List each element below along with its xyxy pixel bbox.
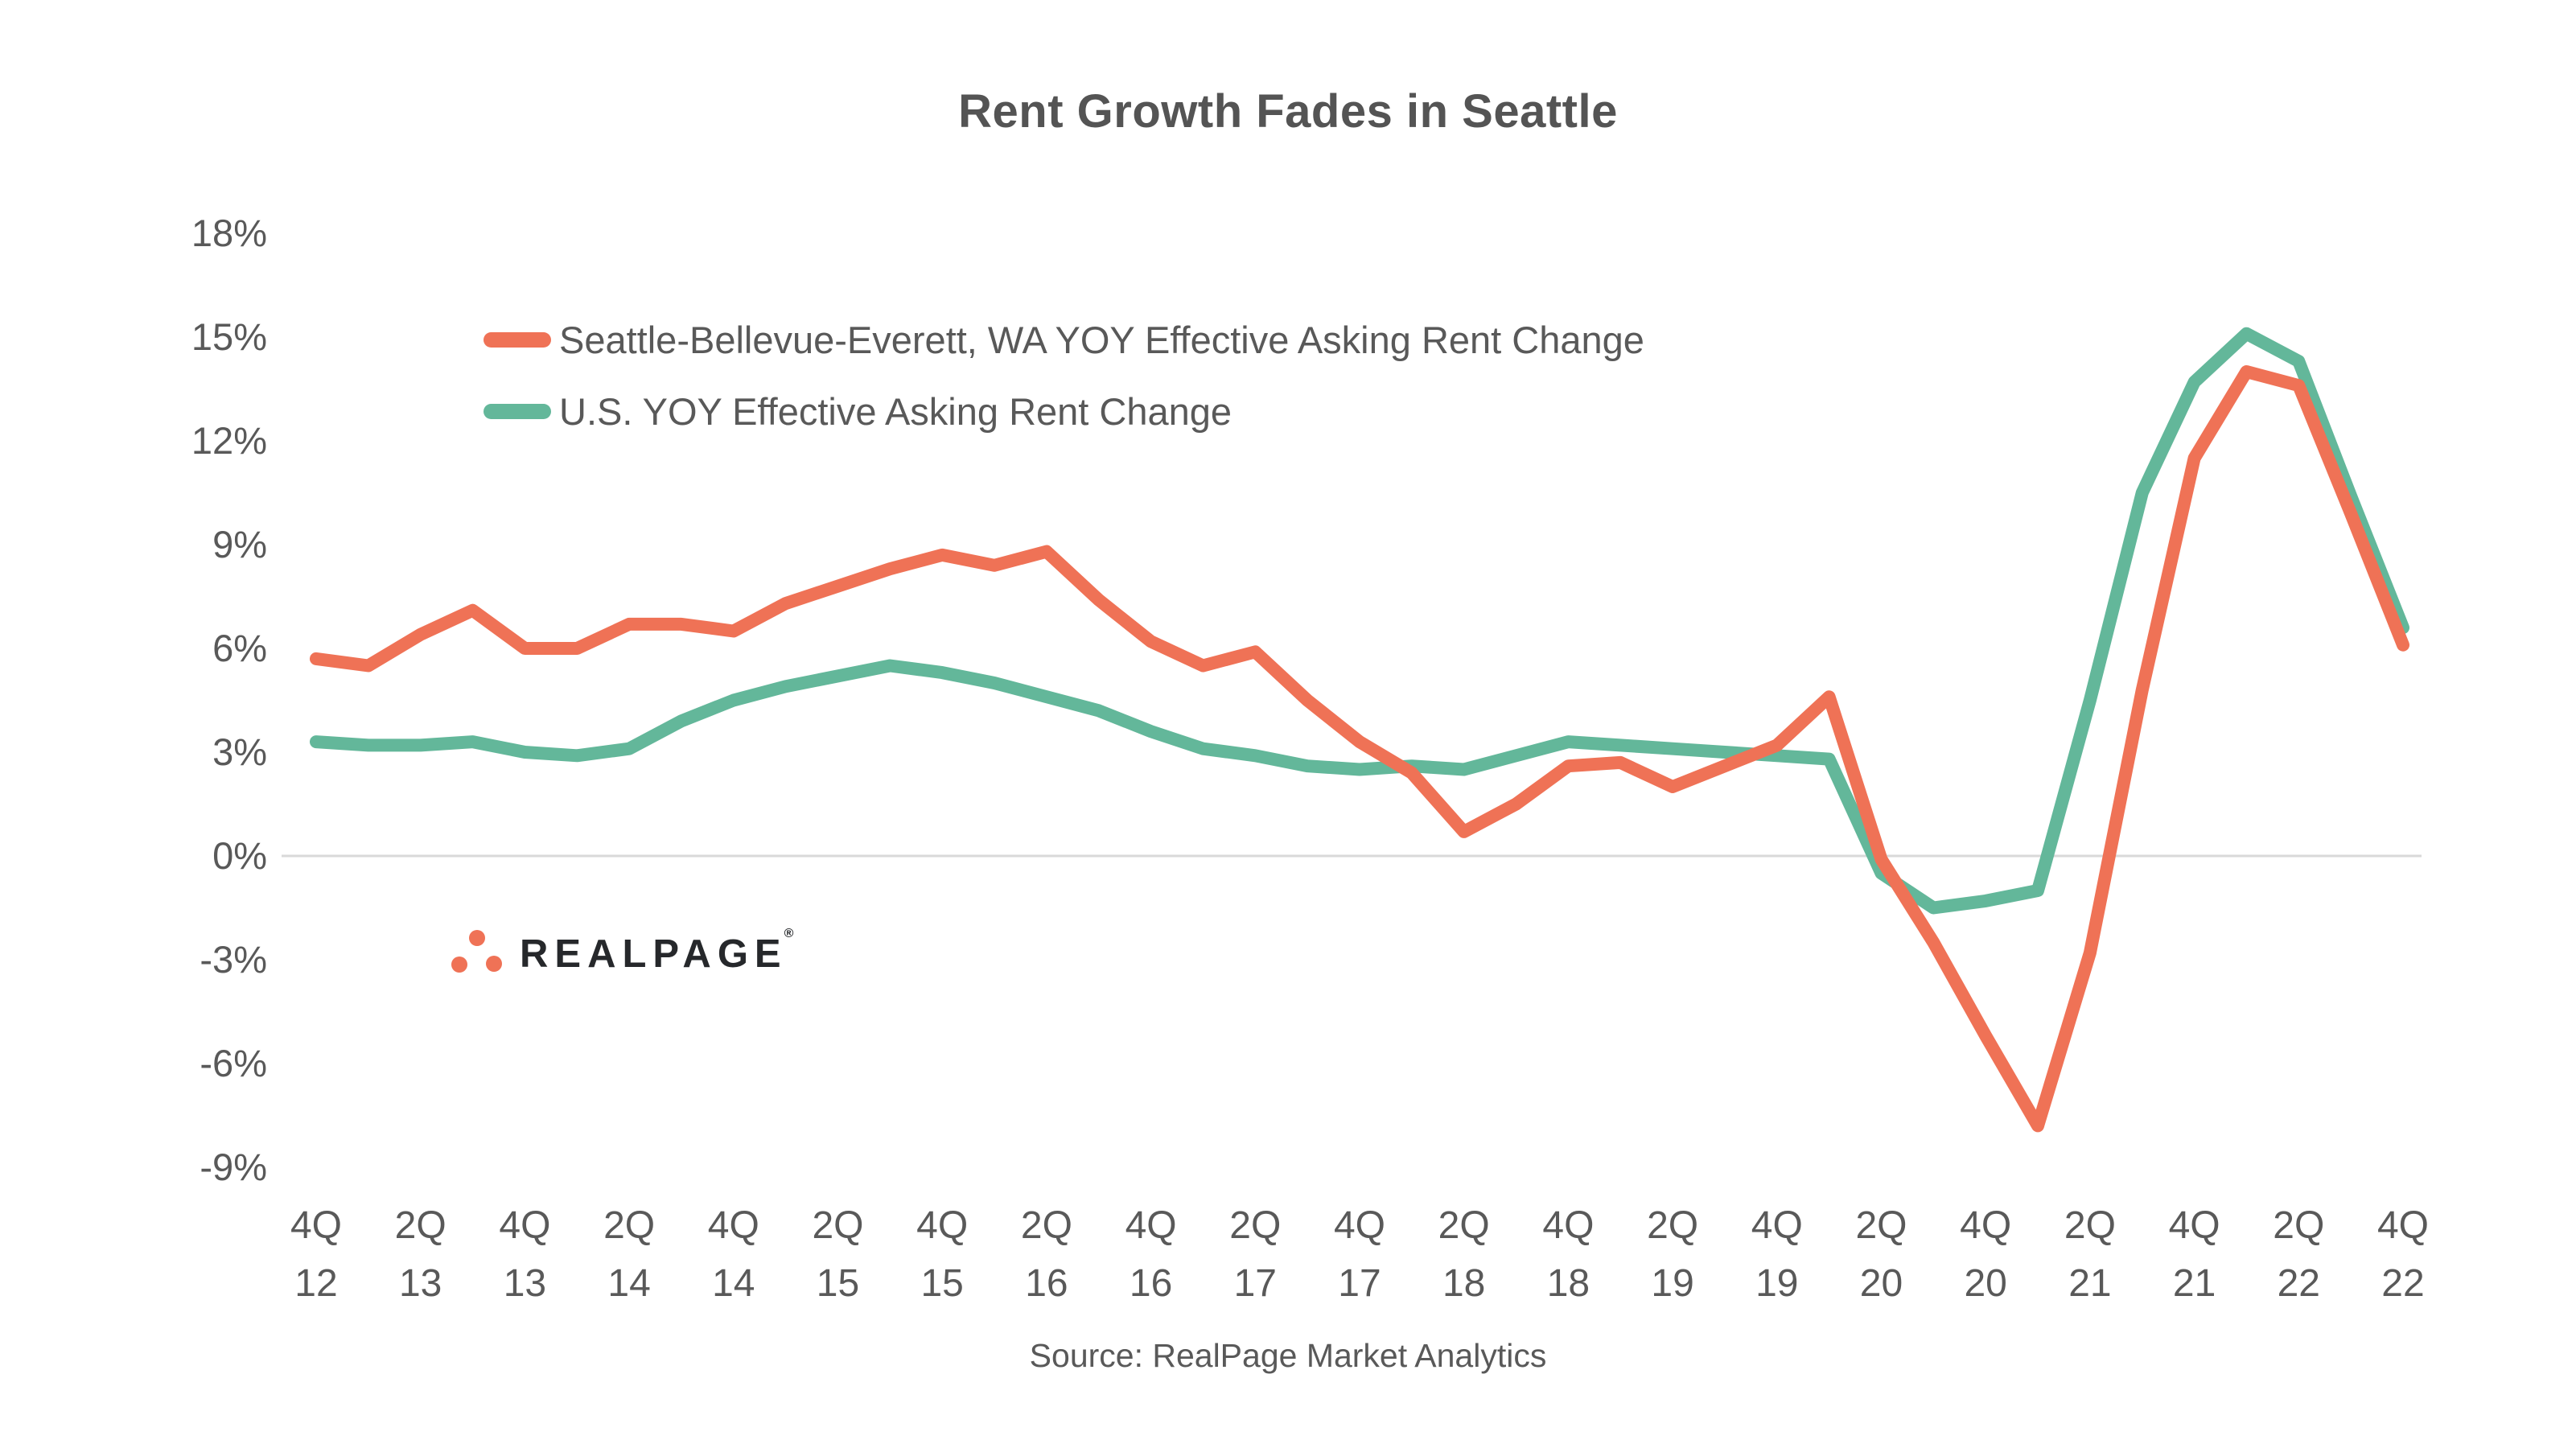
y-tick-label: 6%: [212, 627, 267, 669]
y-tick-label: 18%: [191, 212, 267, 254]
x-tick-label: 4Q 14: [707, 1204, 759, 1305]
y-tick-label: -9%: [200, 1146, 267, 1188]
x-tick-label: 2Q 22: [2273, 1204, 2325, 1305]
y-tick-label: 3%: [212, 730, 267, 773]
x-tick-label: 4Q 13: [499, 1204, 551, 1305]
x-tick-label: 4Q 20: [1960, 1204, 2012, 1305]
seattle-line: [310, 365, 2409, 1133]
x-tick-label: 2Q 16: [1020, 1204, 1072, 1305]
y-tick-label: -6%: [200, 1042, 267, 1084]
x-tick-label: 2Q 17: [1229, 1204, 1282, 1305]
x-tick-label: 2Q 14: [603, 1204, 656, 1305]
legend: Seattle-Bellevue-Everett, WA YOY Effecti…: [484, 319, 1644, 462]
realpage-logo-dots-icon: [451, 930, 502, 973]
realpage-logo-text: REALPAGE®: [520, 927, 794, 976]
x-tick-label: 4Q 16: [1125, 1204, 1177, 1305]
registered-mark: ®: [784, 927, 794, 940]
x-tick-label: 2Q 19: [1647, 1204, 1699, 1305]
x-tick-label: 4Q 15: [916, 1204, 969, 1305]
seattle-series-swatch-icon: [484, 331, 551, 348]
legend-label-seattle: Seattle-Bellevue-Everett, WA YOY Effecti…: [559, 318, 1644, 361]
x-tick-label: 2Q 13: [394, 1204, 446, 1305]
y-tick-label: 0%: [212, 834, 267, 877]
x-tick-label: 2Q 15: [812, 1204, 864, 1305]
legend-item-seattle: Seattle-Bellevue-Everett, WA YOY Effecti…: [484, 318, 1644, 361]
x-tick-label: 2Q 21: [2064, 1204, 2116, 1305]
x-tick-label: 4Q 18: [1542, 1204, 1595, 1305]
realpage-logo: REALPAGE®: [447, 922, 796, 983]
y-tick-label: 9%: [212, 523, 267, 566]
x-tick-label: 4Q 12: [290, 1204, 343, 1305]
chart-title: Rent Growth Fades in Seattle: [958, 85, 1618, 138]
us-line: [310, 327, 2409, 915]
x-tick-label: 2Q 18: [1438, 1204, 1490, 1305]
x-tick-label: 2Q 20: [1855, 1204, 1907, 1305]
us-series-swatch-icon: [484, 403, 551, 419]
y-tick-label: -3%: [200, 938, 267, 981]
y-tick-label: 12%: [191, 419, 267, 462]
x-tick-label: 4Q 21: [2168, 1204, 2220, 1305]
x-tick-label: 4Q 19: [1751, 1204, 1803, 1305]
x-tick-label: 4Q 22: [2376, 1204, 2430, 1305]
x-tick-label: 4Q 17: [1333, 1204, 1386, 1305]
y-tick-label: 15%: [191, 315, 267, 358]
y-axis: 18% 15% 12% 9% 6% 3% 0% -3% -6% -9%: [113, 0, 267, 1444]
legend-label-us: U.S. YOY Effective Asking Rent Change: [559, 389, 1232, 433]
source-note: Source: RealPage Market Analytics: [1029, 1337, 1547, 1374]
legend-item-us: U.S. YOY Effective Asking Rent Change: [484, 389, 1644, 433]
